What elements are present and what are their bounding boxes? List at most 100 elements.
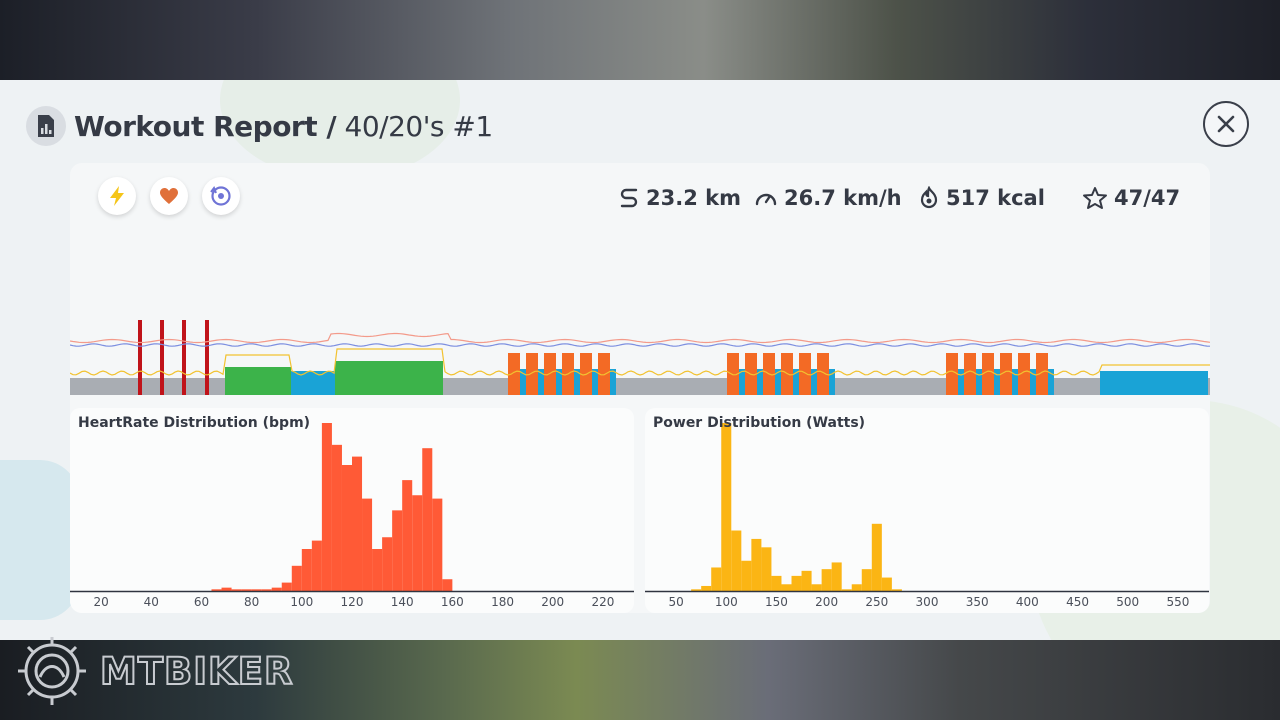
x-tick-label: 300 [916, 595, 939, 609]
histogram-bar [321, 423, 332, 591]
lightning-icon [110, 186, 124, 206]
histogram-bar [291, 565, 302, 591]
workout-name: 40/20's #1 [336, 109, 494, 143]
close-icon [1217, 115, 1235, 133]
heart-icon [160, 188, 178, 204]
speed-stat: 26.7 km/h [754, 183, 902, 213]
distance-stat: 23.2 km [618, 183, 741, 213]
histogram-bar [241, 589, 252, 591]
decoration [0, 460, 80, 620]
interval-off [574, 369, 580, 395]
x-tick-label: 100 [715, 595, 738, 609]
histogram-bar [841, 589, 852, 591]
zone-block [291, 371, 335, 395]
interval-off [1030, 369, 1036, 395]
interval-on [817, 353, 829, 395]
score-value: 47/47 [1114, 186, 1181, 210]
interval-off [958, 369, 964, 395]
toggle-heartrate[interactable] [150, 177, 188, 215]
interval-off [556, 369, 562, 395]
x-tick-label: 50 [668, 595, 683, 609]
sprint-spike [182, 320, 186, 395]
histogram-bar [281, 582, 292, 591]
histogram-bar [741, 560, 752, 591]
histogram-bar [871, 523, 882, 591]
interval-on [799, 353, 811, 395]
histogram-bar [261, 589, 272, 591]
cadence-line [70, 343, 1210, 347]
histogram-bar [731, 530, 742, 591]
histogram-bar [221, 587, 232, 591]
histogram-bar [701, 585, 712, 591]
toggle-cadence[interactable] [202, 177, 240, 215]
sprint-spike [138, 320, 142, 395]
power-distribution-panel: 50 100 150 200 250 300 350 400 450 500 550 Power D… [645, 408, 1209, 613]
x-tick-label: 200 [815, 595, 838, 609]
route-icon [620, 188, 638, 208]
interval-on [1018, 353, 1030, 395]
histogram-bar [412, 495, 423, 591]
heartrate-line [70, 332, 1210, 344]
histogram-bar [331, 444, 342, 591]
x-tick-label: 120 [341, 595, 364, 609]
histogram-bar [791, 575, 802, 591]
histogram-bar [781, 584, 792, 591]
x-tick-label: 550 [1166, 595, 1189, 609]
flame-icon [920, 186, 938, 209]
x-tick-label: 40 [144, 595, 159, 609]
toggle-power[interactable] [98, 177, 136, 215]
report-chart-icon [26, 106, 66, 146]
x-tick-label: 20 [93, 595, 108, 609]
x-tick-label: 60 [194, 595, 209, 609]
interval-on [1036, 353, 1048, 395]
x-tick-label: 220 [591, 595, 614, 609]
histogram-bar [432, 498, 443, 591]
interval-off [538, 369, 544, 395]
interval-on [526, 353, 538, 395]
distance-value: 23.2 km [646, 186, 741, 210]
x-tick-label: 500 [1116, 595, 1139, 609]
interval-off [1048, 369, 1054, 395]
workout-timeline-chart [70, 320, 1210, 395]
interval-on [1000, 353, 1012, 395]
star-icon [1083, 187, 1107, 209]
histogram-bar [691, 589, 702, 591]
speedometer-icon [755, 193, 777, 206]
power-histogram: 50 100 150 200 250 300 350 400 450 500 550 [645, 423, 1209, 609]
x-tick-label: 80 [244, 595, 259, 609]
x-tick-label: 160 [441, 595, 464, 609]
histogram-bar [751, 538, 762, 591]
histogram-bar [851, 584, 862, 591]
histogram-bar [891, 589, 902, 591]
heartrate-distribution-panel: 20 40 60 80 100 120 140 160 180 200 220 HeartRate … [70, 408, 634, 613]
x-tick-label: 250 [865, 595, 888, 609]
calories-stat: 517 kcal [918, 183, 1045, 213]
histogram-bar [271, 587, 282, 591]
power-histogram-title: Power Distribution (Watts) [653, 415, 866, 431]
close-button[interactable] [1203, 101, 1249, 147]
interval-off [520, 369, 526, 395]
histogram-bar [831, 562, 842, 591]
x-tick-label: 150 [765, 595, 788, 609]
zone-block [225, 367, 291, 395]
interval-on [946, 353, 958, 395]
histogram-bar [721, 423, 732, 591]
mtbiker-watermark: MTBIKER [14, 633, 293, 709]
histogram-bar [211, 589, 222, 591]
interval-on [508, 353, 520, 395]
interval-off [976, 369, 982, 395]
histogram-bar [341, 465, 352, 591]
workout-summary-card: 23.2 km 26.7 km/h 517 kcal 47/47 20 40 60 8… [70, 163, 1210, 613]
interval-on [964, 353, 976, 395]
interval-off [592, 369, 598, 395]
x-tick-label: 140 [391, 595, 414, 609]
interval-off [829, 369, 835, 395]
heartrate-histogram-title: HeartRate Distribution (bpm) [78, 415, 311, 431]
score-stat: 47/47 [1082, 183, 1180, 213]
calories-value: 517 kcal [946, 186, 1045, 210]
x-tick-label: 450 [1066, 595, 1089, 609]
histogram-bar [311, 540, 322, 591]
gear-logo-icon [18, 637, 86, 705]
interval-off [739, 369, 745, 395]
zone-block [335, 361, 443, 395]
